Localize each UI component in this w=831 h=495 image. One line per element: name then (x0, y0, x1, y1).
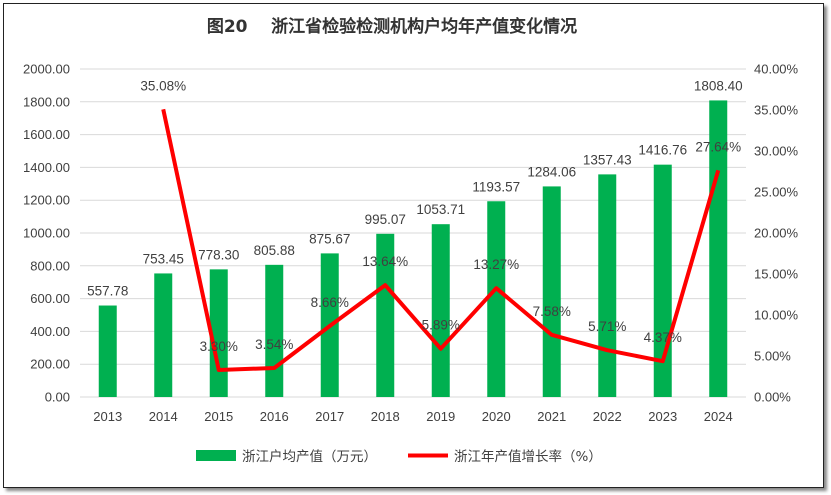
x-tick-label: 2022 (593, 409, 622, 424)
y-left-tick-label: 1600.00 (23, 127, 70, 142)
bar-data-label: 753.45 (143, 251, 184, 266)
x-tick-label: 2024 (704, 409, 733, 424)
x-tick-label: 2013 (93, 409, 122, 424)
chart-frame (3, 3, 824, 488)
bar (265, 264, 284, 397)
legend-label-bar: 浙江户均产值（万元） (242, 448, 377, 465)
y-left-tick-label: 200.00 (30, 357, 70, 372)
y-left-tick-label: 1800.00 (23, 94, 70, 109)
y-left-tick-label: 600.00 (30, 291, 70, 306)
line-data-label: 8.66% (311, 295, 349, 310)
y-left-tick-label: 400.00 (30, 324, 70, 339)
x-tick-label: 2016 (260, 409, 289, 424)
y-left-tick-label: 2000.00 (23, 62, 70, 77)
bar (431, 224, 450, 397)
y-right-tick-label: 15.00% (754, 267, 799, 282)
y-left-tick-label: 1400.00 (23, 160, 70, 175)
bar (209, 269, 228, 397)
bar-data-label: 995.07 (365, 212, 406, 227)
chart-title: 图20 浙江省检验检测机构户均年产值变化情况 (207, 16, 577, 37)
y-left-tick-label: 800.00 (30, 258, 70, 273)
line-data-label: 35.08% (140, 78, 186, 93)
y-right-tick-label: 0.00% (754, 390, 791, 405)
line-data-label: 13.64% (362, 254, 408, 269)
line-data-label: 27.64% (695, 139, 741, 154)
line-data-label: 5.71% (588, 319, 626, 334)
bar-data-label: 557.78 (87, 284, 128, 299)
bar-data-label: 1284.06 (527, 164, 576, 179)
x-tick-label: 2019 (426, 409, 455, 424)
legend: 浙江户均产值（万元） 浙江年产值增长率（%） (196, 448, 602, 465)
y-left-tick-label: 1000.00 (23, 226, 70, 241)
bar (598, 174, 617, 397)
bar (98, 305, 117, 397)
bar-data-label: 875.67 (309, 231, 350, 246)
line-data-label: 3.30% (200, 339, 238, 354)
line-data-label: 7.58% (533, 304, 571, 319)
line-data-label: 3.54% (255, 337, 293, 352)
bar-data-label: 1808.40 (694, 78, 743, 93)
y-right-tick-label: 25.00% (754, 185, 799, 200)
bar (154, 273, 173, 397)
y-right-tick-label: 20.00% (754, 226, 799, 241)
legend-label-line: 浙江年产值增长率（%） (454, 448, 602, 465)
bar (487, 201, 506, 397)
x-tick-label: 2015 (204, 409, 233, 424)
bar (709, 100, 728, 398)
bar-data-label: 1193.57 (472, 179, 520, 194)
y-left-tick-label: 1200.00 (23, 193, 70, 208)
x-tick-label: 2014 (149, 409, 178, 424)
line-data-label: 5.89% (422, 318, 460, 333)
x-tick-label: 2017 (315, 409, 344, 424)
y-right-tick-label: 35.00% (754, 103, 799, 118)
bar-data-label: 778.30 (198, 247, 239, 262)
x-tick-label: 2020 (482, 409, 511, 424)
y-right-tick-label: 5.00% (754, 349, 791, 364)
bar-data-label: 1416.76 (638, 143, 687, 158)
y-left-tick-label: 0.00 (45, 390, 70, 405)
legend-swatch-bar (196, 450, 236, 461)
bar-data-label: 805.88 (254, 243, 295, 258)
y-right-tick-label: 10.00% (754, 308, 799, 323)
line-data-label: 4.37% (644, 330, 682, 345)
line-data-label: 13.27% (473, 257, 519, 272)
y-right-tick-label: 30.00% (754, 144, 799, 159)
bar (542, 186, 561, 397)
bar-data-label: 1357.43 (583, 152, 632, 167)
x-tick-label: 2018 (371, 409, 400, 424)
bar-data-label: 1053.71 (416, 202, 465, 217)
x-tick-label: 2023 (648, 409, 677, 424)
y-right-tick-label: 40.00% (754, 62, 799, 77)
x-tick-label: 2021 (537, 409, 566, 424)
bar (376, 233, 395, 397)
